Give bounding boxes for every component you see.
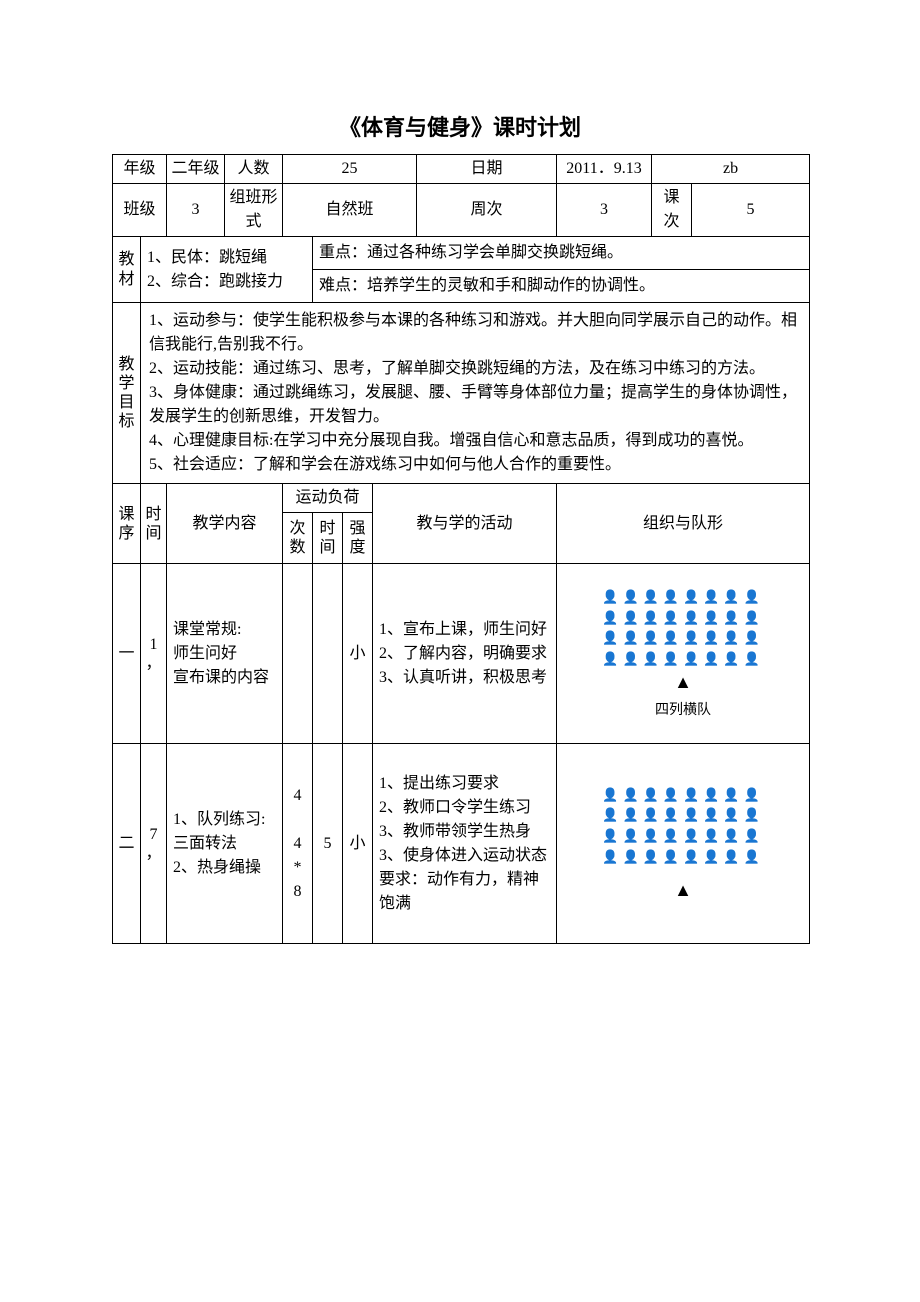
r1-duration: [313, 564, 343, 744]
formation-grid-icon: 👤👤👤👤👤👤👤👤 👤👤👤👤👤👤👤👤 👤👤👤👤👤👤👤👤 👤👤👤👤👤👤👤👤: [561, 587, 805, 670]
grade-label: 年级: [113, 155, 167, 184]
lesson-row-1: 一 1， 课堂常规: 师生问好 宣布课的内容 小 1、宣布上课，师生问好 2、了…: [113, 564, 810, 744]
grade-value: 二年级: [167, 155, 225, 184]
material-difficulty: 难点：培养学生的灵敏和手和脚动作的协调性。: [313, 270, 810, 303]
hdr-load: 运动负荷: [283, 484, 373, 513]
form-label: 组班形式: [225, 184, 283, 237]
class-label: 班级: [113, 184, 167, 237]
material-keypoint: 重点：通过各种练习学会单脚交换跳短绳。: [313, 237, 810, 270]
lesson-row-2: 二 7， 1、队列练习:三面转法 2、热身绳操 4 4 * 8 5 小 1、提出…: [113, 744, 810, 944]
hdr-content: 教学内容: [167, 484, 283, 564]
r2-formation: 👤👤👤👤👤👤👤👤 👤👤👤👤👤👤👤👤 👤👤👤👤👤👤👤👤 👤👤👤👤👤👤👤👤 ▲: [557, 744, 810, 944]
goals-row: 教学目标 1、运动参与：使学生能积极参与本课的各种练习和游戏。并大胆向同学展示自…: [113, 303, 810, 484]
hdr-formation: 组织与队形: [557, 484, 810, 564]
header-row-1: 年级 二年级 人数 25 日期 2011．9.13 zb: [113, 155, 810, 184]
session-label: 课次: [652, 184, 692, 237]
r1-intensity: 小: [343, 564, 373, 744]
author: zb: [652, 155, 810, 184]
triangle-icon: ▲: [561, 878, 805, 903]
r2-intensity: 小: [343, 744, 373, 944]
r1-seq: 一: [113, 564, 141, 744]
material-text: 1、民体：跳短绳 2、综合：跑跳接力: [141, 237, 313, 303]
hdr-seq: 课序: [113, 484, 141, 564]
goals-text: 1、运动参与：使学生能积极参与本课的各种练习和游戏。并大胆向同学展示自己的动作。…: [141, 303, 810, 484]
hdr-intensity: 强度: [343, 513, 373, 564]
triangle-icon: ▲: [561, 670, 805, 695]
r1-formation: 👤👤👤👤👤👤👤👤 👤👤👤👤👤👤👤👤 👤👤👤👤👤👤👤👤 👤👤👤👤👤👤👤👤 ▲ 四列…: [557, 564, 810, 744]
r2-times: 4 4 * 8: [283, 744, 313, 944]
class-value: 3: [167, 184, 225, 237]
hdr-duration: 时间: [313, 513, 343, 564]
r2-duration: 5: [313, 744, 343, 944]
doc-title: 《体育与健身》课时计划: [112, 110, 808, 142]
hdr-time: 时间: [141, 484, 167, 564]
hdr-activity: 教与学的活动: [373, 484, 557, 564]
material-label: 教材: [113, 237, 141, 303]
date-label: 日期: [417, 155, 557, 184]
hdr-times: 次数: [283, 513, 313, 564]
r1-content: 课堂常规: 师生问好 宣布课的内容: [167, 564, 283, 744]
r2-content: 1、队列练习:三面转法 2、热身绳操: [167, 744, 283, 944]
r1-formation-label: 四列横队: [561, 701, 805, 721]
date-value: 2011．9.13: [557, 155, 652, 184]
count-value: 25: [283, 155, 417, 184]
formation-grid-icon: 👤👤👤👤👤👤👤👤 👤👤👤👤👤👤👤👤 👤👤👤👤👤👤👤👤 👤👤👤👤👤👤👤👤: [561, 785, 805, 868]
week-label: 周次: [417, 184, 557, 237]
r2-seq: 二: [113, 744, 141, 944]
week-value: 3: [557, 184, 652, 237]
material-row-1: 教材 1、民体：跳短绳 2、综合：跑跳接力 重点：通过各种练习学会单脚交换跳短绳…: [113, 237, 810, 270]
content-header-row-1: 课序 时间 教学内容 运动负荷 教与学的活动 组织与队形: [113, 484, 810, 513]
r2-time: 7，: [141, 744, 167, 944]
goals-label: 教学目标: [113, 303, 141, 484]
r1-time: 1，: [141, 564, 167, 744]
header-row-2: 班级 3 组班形式 自然班 周次 3 课次 5: [113, 184, 810, 237]
r1-times: [283, 564, 313, 744]
r1-activity: 1、宣布上课，师生问好 2、了解内容，明确要求 3、认真听讲，积极思考: [373, 564, 557, 744]
lesson-plan-table: 年级 二年级 人数 25 日期 2011．9.13 zb 班级 3 组班形式 自…: [112, 154, 810, 944]
count-label: 人数: [225, 155, 283, 184]
session-value: 5: [692, 184, 810, 237]
form-value: 自然班: [283, 184, 417, 237]
r2-activity: 1、提出练习要求 2、教师口令学生练习 3、教师带领学生热身 3、使身体进入运动…: [373, 744, 557, 944]
